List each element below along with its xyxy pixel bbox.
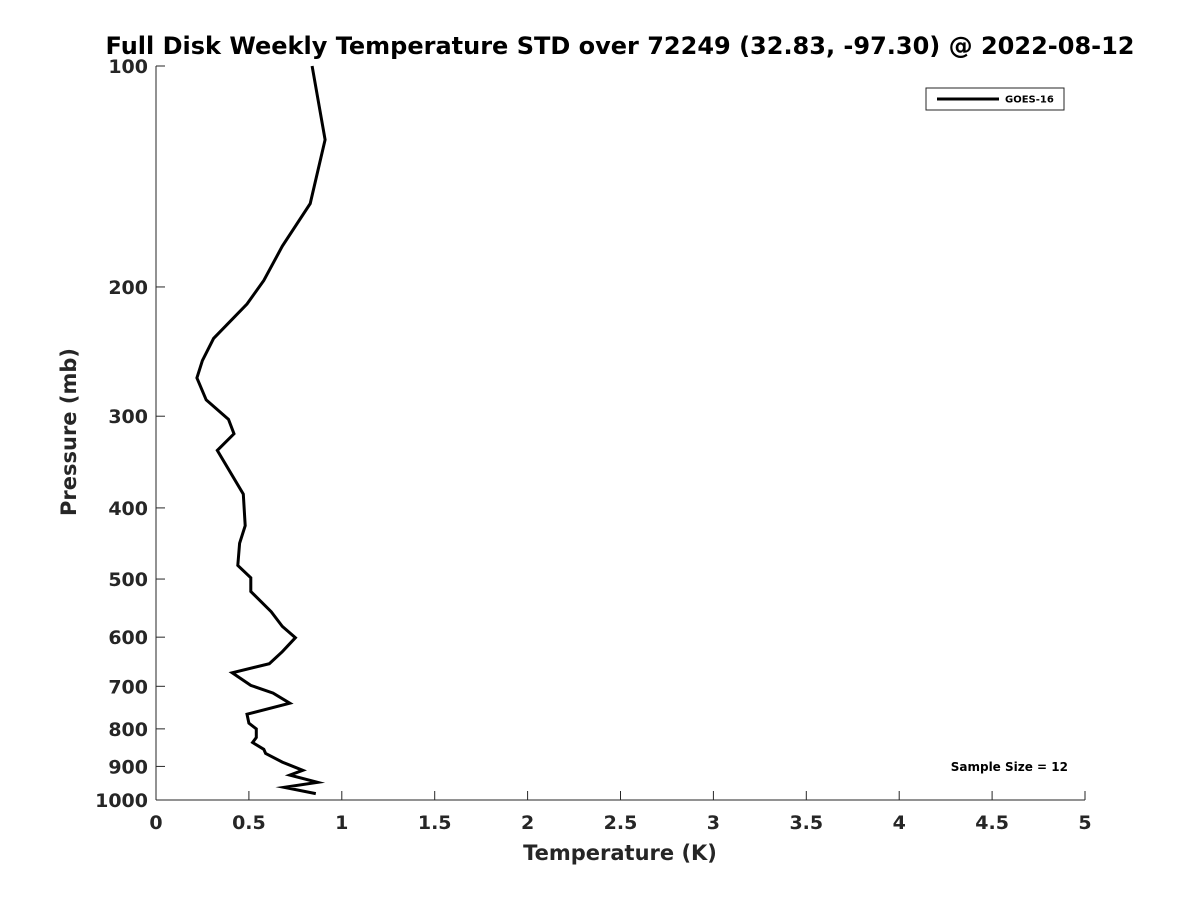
axes — [155, 66, 1085, 801]
y-tick-label: 1000 — [95, 790, 148, 812]
x-tick-label: 0.5 — [232, 812, 266, 834]
x-tick-label: 0 — [149, 812, 162, 834]
legend-label-goes-16: GOES-16 — [1005, 95, 1054, 106]
x-tick-label: 5 — [1078, 812, 1091, 834]
y-tick-label: 900 — [108, 756, 148, 778]
y-tick-label: 400 — [108, 498, 148, 520]
ticks: 0 0.5 1 1.5 2 2.5 3 3.5 4 4.5 5 100 200 300 400 500 600 7… — [95, 56, 1092, 834]
legend: GOES-16 — [925, 87, 1065, 111]
x-tick-label: 1 — [335, 812, 348, 834]
y-tick-label: 200 — [108, 277, 148, 299]
chart-title: Full Disk Weekly Temperature STD over 72… — [106, 32, 1135, 60]
y-tick-label: 600 — [108, 627, 148, 649]
x-tick-label: 3.5 — [789, 812, 823, 834]
sample-size-annotation: Sample Size = 12 — [951, 760, 1068, 774]
x-tick-label: 2 — [521, 812, 534, 834]
x-tick-label: 2.5 — [604, 812, 638, 834]
x-tick-label: 4.5 — [975, 812, 1009, 834]
x-tick-label: 3 — [707, 812, 720, 834]
x-tick-label: 1.5 — [418, 812, 452, 834]
y-tick-label: 700 — [108, 676, 148, 698]
series-line-goes-16 — [195, 65, 327, 796]
y-tick-label: 100 — [108, 56, 148, 78]
y-tick-label: 800 — [108, 719, 148, 741]
series-layer — [195, 65, 327, 796]
y-tick-label: 300 — [108, 406, 148, 428]
x-axis-label: Temperature (K) — [523, 841, 717, 865]
y-axis-label: Pressure (mb) — [57, 348, 81, 516]
y-tick-label: 500 — [108, 569, 148, 591]
x-tick-label: 4 — [893, 812, 906, 834]
